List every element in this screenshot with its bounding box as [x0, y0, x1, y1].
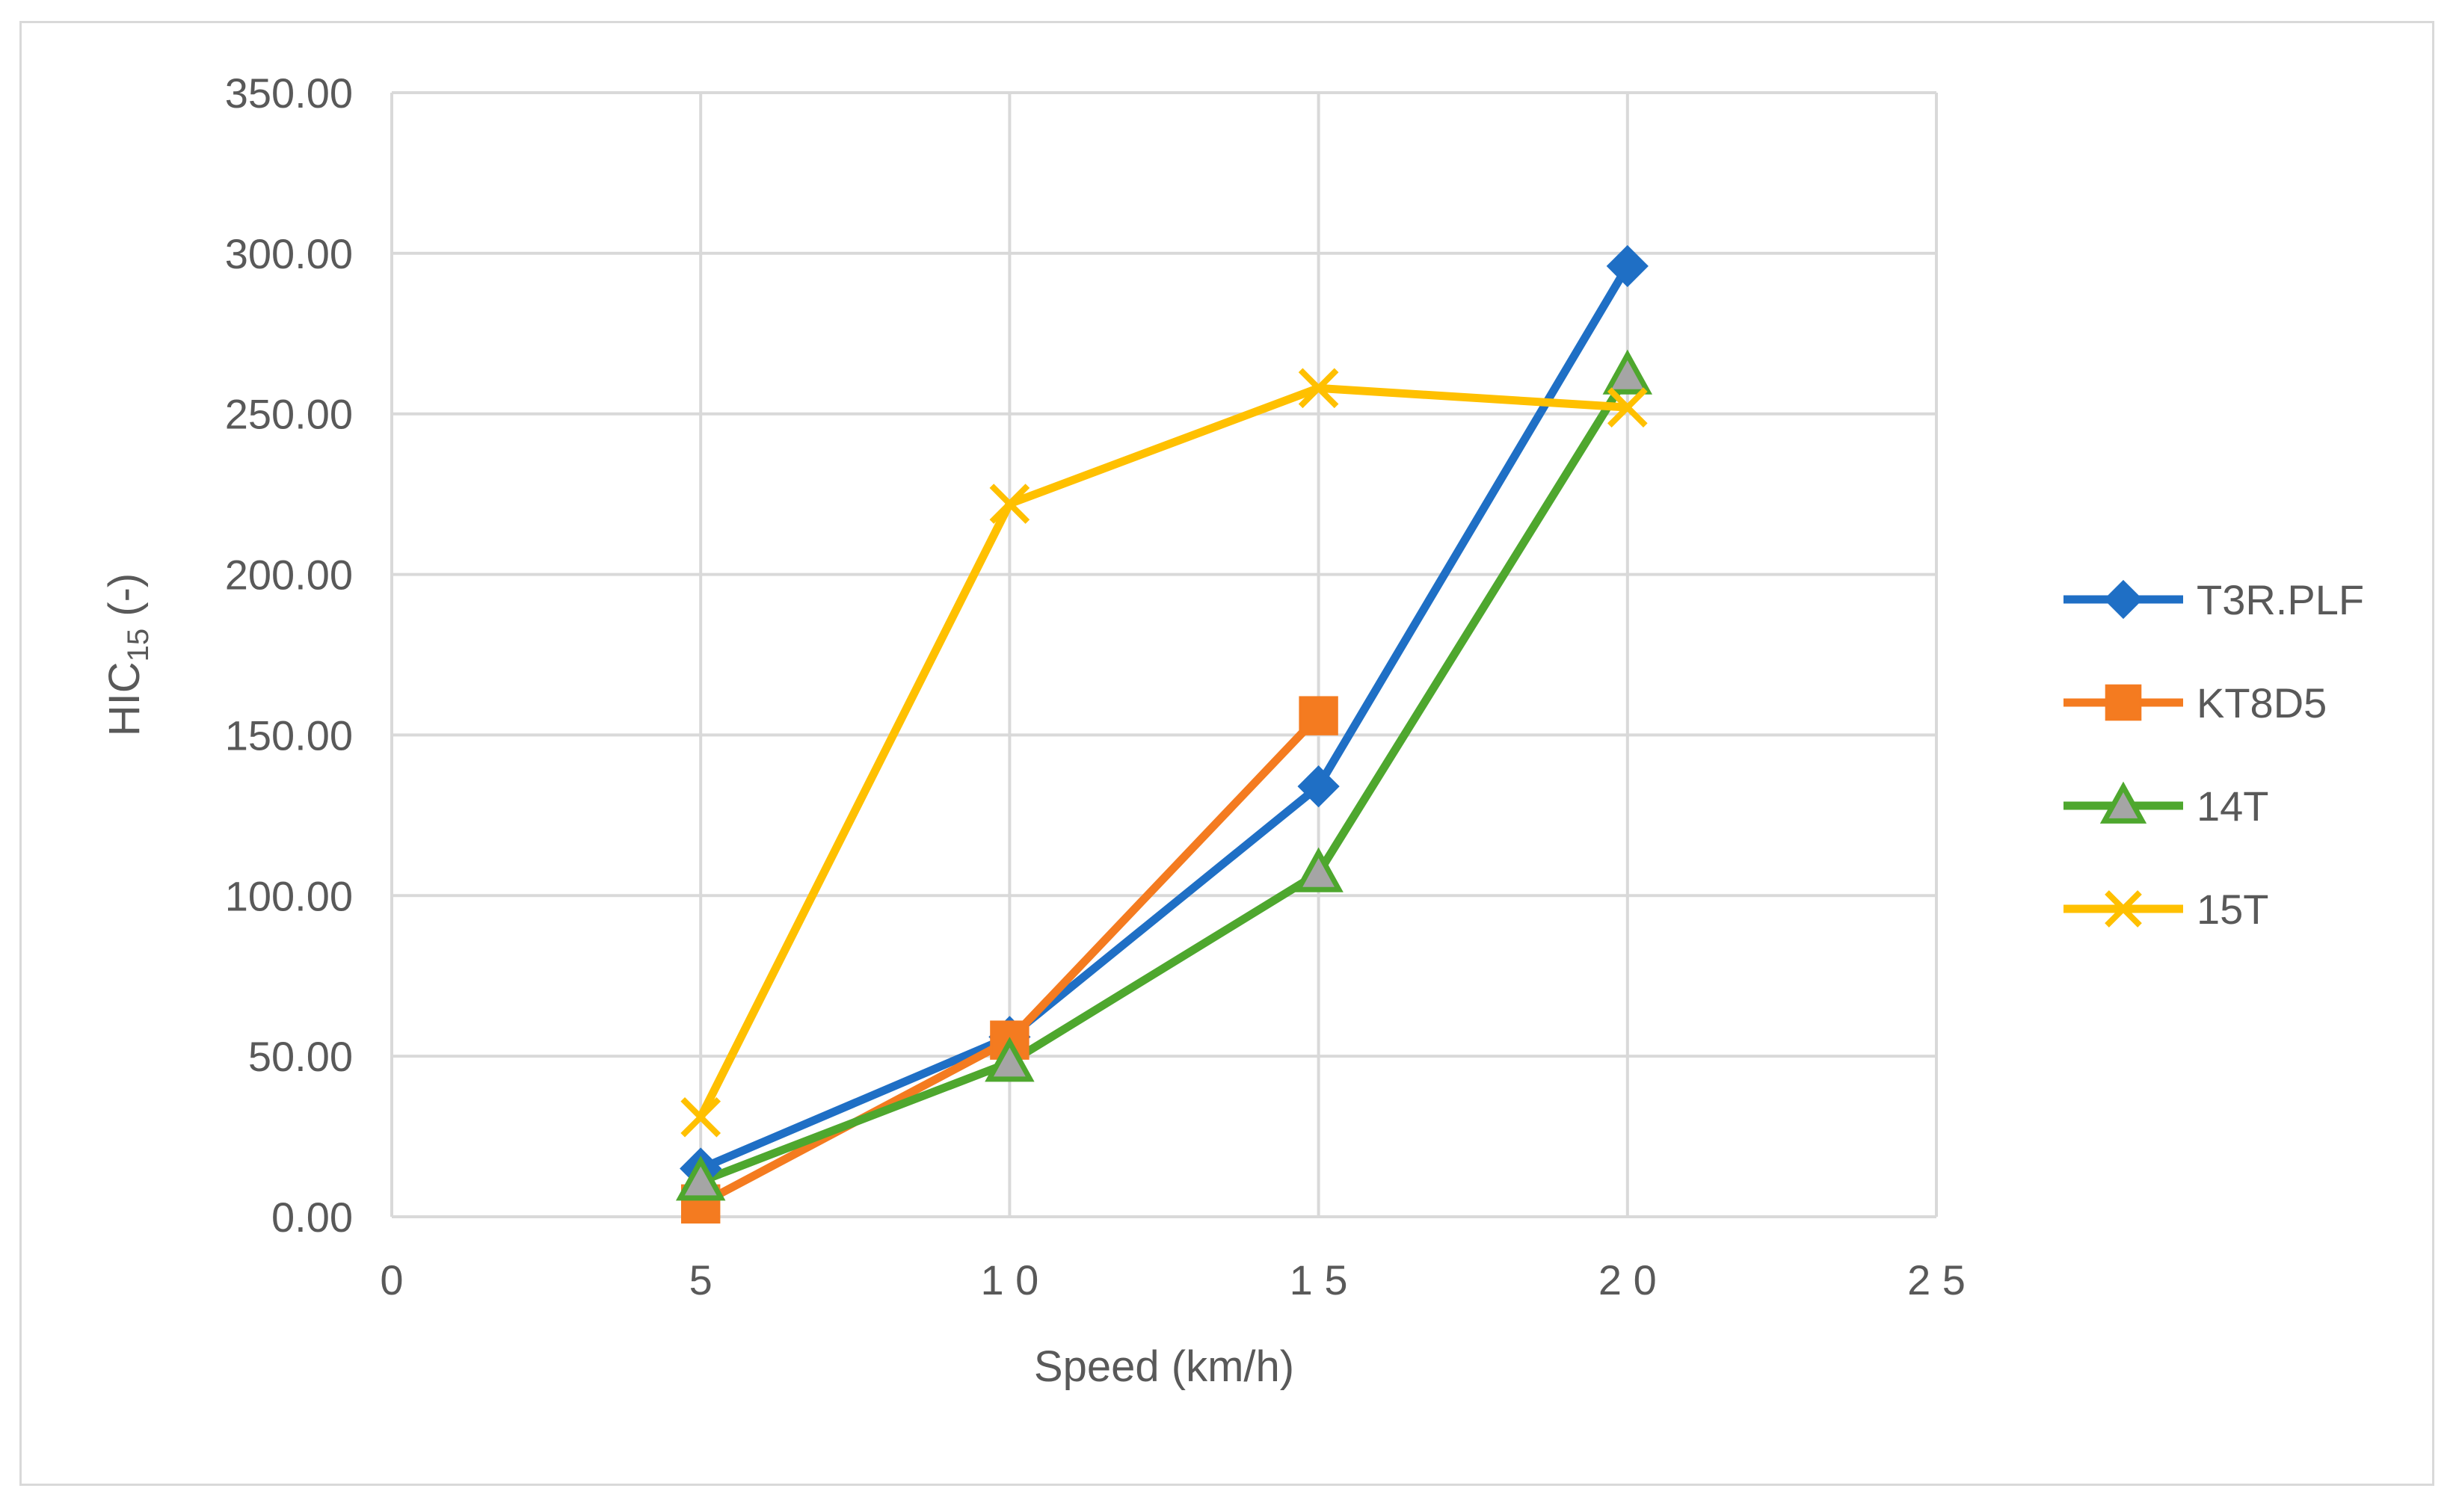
series-line-14t: [696, 371, 1632, 1186]
y-tick-label: 350.00: [225, 70, 353, 117]
x-tick-label: 2 5: [1907, 1256, 1966, 1303]
y-axis-title: HIC15 (-): [100, 573, 155, 736]
x-marker: [1607, 387, 1648, 428]
legend-item: 15T: [2063, 886, 2269, 933]
y-tick-label: 300.00: [225, 230, 353, 277]
x-marker-stroke: [2105, 890, 2142, 928]
x-axis-tick-labels: 0 5 1 0 1 5 2 0 2 5: [380, 1256, 1966, 1303]
x-tick-label: 0: [380, 1256, 403, 1303]
legend-label: KT8D5: [2197, 679, 2327, 726]
x-marker-stroke: [989, 484, 1030, 524]
y-axis-title-subscript: 15: [122, 629, 155, 662]
series-markers: [675, 244, 1653, 1224]
triangle-marker: [2099, 781, 2147, 824]
x-marker: [680, 1096, 721, 1138]
x-marker-stroke: [680, 1096, 721, 1138]
diamond-marker: [1606, 244, 1649, 288]
x-tick-label: 1 0: [980, 1256, 1038, 1303]
y-tick-label: 250.00: [225, 391, 353, 438]
triangle-marker: [1602, 349, 1653, 395]
legend-label: 15T: [2197, 886, 2269, 933]
y-tick-label: 0.00: [271, 1194, 353, 1241]
chart-frame: [19, 21, 2434, 1486]
x-marker: [989, 484, 1030, 524]
square-marker: [2105, 684, 2142, 721]
series-line-t3r-plf: [696, 262, 1632, 1173]
y-tick-label: 150.00: [225, 712, 353, 759]
y-axis-title-suffix: (-): [100, 573, 149, 629]
legend-item: 14T: [2063, 781, 2269, 830]
square-marker: [1299, 696, 1338, 735]
x-tick-label: 5: [689, 1256, 713, 1303]
x-marker: [2105, 890, 2142, 928]
x-axis-title: Speed (km/h): [1034, 1342, 1294, 1391]
legend: T3R.PLF KT8D5 14T 15T: [2063, 576, 2364, 933]
x-tick-label: 1 5: [1290, 1256, 1348, 1303]
triangle-marker: [675, 1155, 726, 1201]
legend-item: KT8D5: [2063, 679, 2327, 726]
legend-label: T3R.PLF: [2197, 576, 2364, 623]
x-marker-stroke: [1607, 387, 1648, 428]
diamond-marker: [2103, 579, 2143, 620]
y-tick-label: 200.00: [225, 552, 353, 599]
y-axis-title-main: HIC: [100, 661, 149, 736]
legend-item: T3R.PLF: [2063, 576, 2364, 623]
diamond-marker: [1297, 765, 1340, 808]
y-axis-tick-labels: 0.00 50.00 100.00 150.00 200.00 250.00 300.00 3…: [225, 70, 353, 1241]
y-tick-label: 100.00: [225, 872, 353, 919]
y-tick-label: 50.00: [248, 1033, 353, 1080]
triangle-marker: [985, 1037, 1035, 1082]
triangle-marker: [1293, 847, 1344, 892]
x-tick-label: 2 0: [1598, 1256, 1657, 1303]
series-line-15t: [696, 383, 1632, 1122]
x-marker-stroke: [1298, 368, 1339, 409]
legend-label: 14T: [2197, 783, 2269, 830]
x-marker: [1298, 368, 1339, 409]
series-lines: [696, 262, 1632, 1209]
gridlines: [390, 91, 1938, 1218]
